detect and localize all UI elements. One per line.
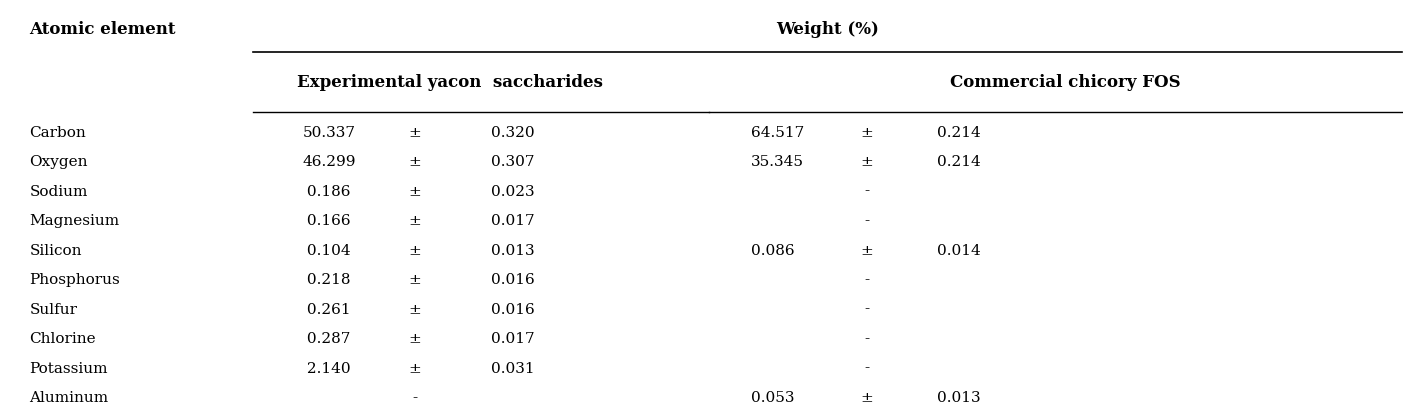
Text: 0.261: 0.261 (303, 303, 351, 317)
Text: -: - (864, 303, 870, 317)
Text: Oxygen: Oxygen (29, 155, 88, 169)
Text: 0.086: 0.086 (751, 244, 794, 257)
Text: Sulfur: Sulfur (29, 303, 77, 317)
Text: ±: ± (408, 155, 421, 169)
Text: 0.017: 0.017 (491, 214, 535, 228)
Text: Sodium: Sodium (29, 184, 88, 199)
Text: Phosphorus: Phosphorus (29, 273, 121, 287)
Text: ±: ± (860, 244, 873, 257)
Text: 2.140: 2.140 (303, 361, 351, 375)
Text: 0.307: 0.307 (491, 155, 535, 169)
Text: 0.104: 0.104 (303, 244, 351, 257)
Text: 35.345: 35.345 (751, 155, 804, 169)
Text: Silicon: Silicon (29, 244, 81, 257)
Text: 0.031: 0.031 (491, 361, 535, 375)
Text: 0.014: 0.014 (937, 244, 981, 257)
Text: 0.214: 0.214 (937, 155, 981, 169)
Text: 0.320: 0.320 (491, 126, 535, 140)
Text: -: - (864, 361, 870, 375)
Text: ±: ± (860, 391, 873, 405)
Text: -: - (864, 332, 870, 346)
Text: ±: ± (408, 361, 421, 375)
Text: 46.299: 46.299 (303, 155, 356, 169)
Text: ±: ± (408, 184, 421, 199)
Text: 0.016: 0.016 (491, 303, 535, 317)
Text: 0.214: 0.214 (937, 126, 981, 140)
Text: ±: ± (408, 126, 421, 140)
Text: Experimental yacon  saccharides: Experimental yacon saccharides (296, 74, 602, 91)
Text: 0.166: 0.166 (303, 214, 351, 228)
Text: 0.053: 0.053 (751, 391, 794, 405)
Text: ±: ± (408, 214, 421, 228)
Text: Atomic element: Atomic element (29, 21, 175, 38)
Text: ±: ± (408, 273, 421, 287)
Text: 0.218: 0.218 (303, 273, 351, 287)
Text: Magnesium: Magnesium (29, 214, 119, 228)
Text: -: - (864, 214, 870, 228)
Text: Aluminum: Aluminum (29, 391, 108, 405)
Text: Carbon: Carbon (29, 126, 86, 140)
Text: 0.017: 0.017 (491, 332, 535, 346)
Text: -: - (864, 184, 870, 199)
Text: 0.023: 0.023 (491, 184, 535, 199)
Text: 0.287: 0.287 (303, 332, 351, 346)
Text: 0.186: 0.186 (303, 184, 351, 199)
Text: ±: ± (860, 155, 873, 169)
Text: 0.013: 0.013 (491, 244, 535, 257)
Text: ±: ± (408, 244, 421, 257)
Text: -: - (412, 391, 417, 405)
Text: ±: ± (408, 332, 421, 346)
Text: 50.337: 50.337 (303, 126, 355, 140)
Text: 64.517: 64.517 (751, 126, 804, 140)
Text: 0.013: 0.013 (937, 391, 981, 405)
Text: Weight (%): Weight (%) (776, 21, 878, 38)
Text: Potassium: Potassium (29, 361, 108, 375)
Text: Chlorine: Chlorine (29, 332, 95, 346)
Text: -: - (864, 273, 870, 287)
Text: 0.016: 0.016 (491, 273, 535, 287)
Text: Commercial chicory FOS: Commercial chicory FOS (950, 74, 1181, 91)
Text: ±: ± (860, 126, 873, 140)
Text: ±: ± (408, 303, 421, 317)
